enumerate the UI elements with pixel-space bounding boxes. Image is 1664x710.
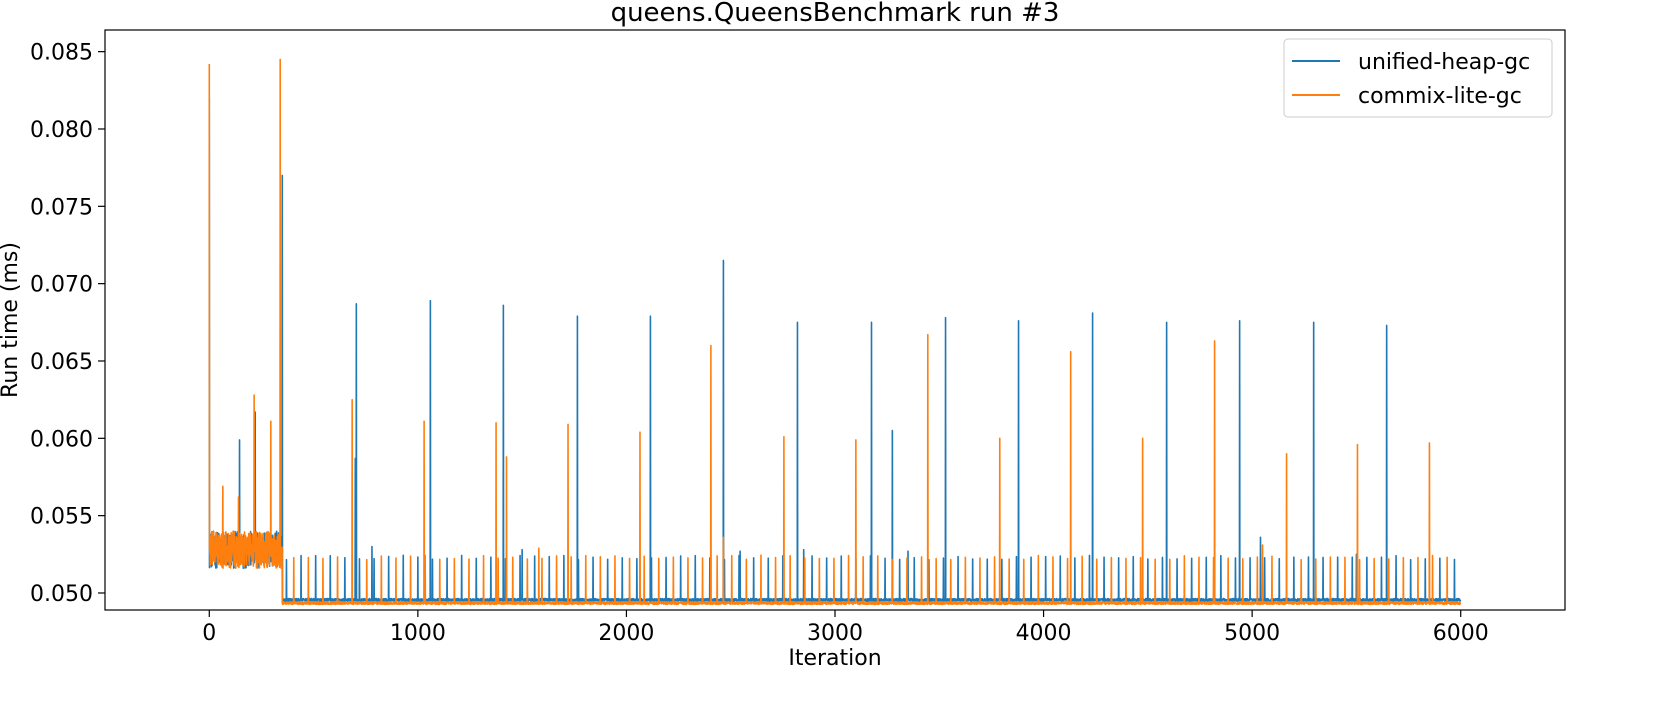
y-tick-label: 0.065 [30,350,93,375]
x-tick-label: 0 [202,621,216,646]
x-axis: 0 1000 2000 3000 4000 5000 6000 [202,610,1489,646]
x-tick-label: 1000 [390,621,446,646]
legend-label-commix-lite-gc: commix-lite-gc [1358,84,1522,109]
x-tick-label: 2000 [598,621,654,646]
y-tick-label: 0.075 [30,195,93,220]
y-tick-label: 0.070 [30,273,93,298]
x-tick-label: 3000 [807,621,863,646]
chart-title: queens.QueensBenchmark run #3 [611,0,1060,28]
x-tick-label: 4000 [1016,621,1072,646]
x-axis-label: Iteration [788,646,881,671]
legend-label-unified-heap-gc: unified-heap-gc [1358,50,1530,75]
y-tick-label: 0.060 [30,427,93,452]
y-tick-label: 0.080 [30,118,93,143]
legend: unified-heap-gc commix-lite-gc [1283,38,1553,118]
series-line-commix-lite-gc [208,58,1462,606]
legend-box [1283,38,1553,118]
y-tick-label: 0.050 [30,582,93,607]
x-tick-label: 6000 [1433,621,1489,646]
y-tick-label: 0.055 [30,505,93,530]
y-axis-label: Run time (ms) [0,242,23,398]
x-tick-label: 5000 [1224,621,1280,646]
y-axis: 0.050 0.055 0.060 0.065 0.070 0.075 0.080 0.085 [30,41,105,607]
y-tick-label: 0.085 [30,41,93,66]
series-layer [208,58,1462,606]
